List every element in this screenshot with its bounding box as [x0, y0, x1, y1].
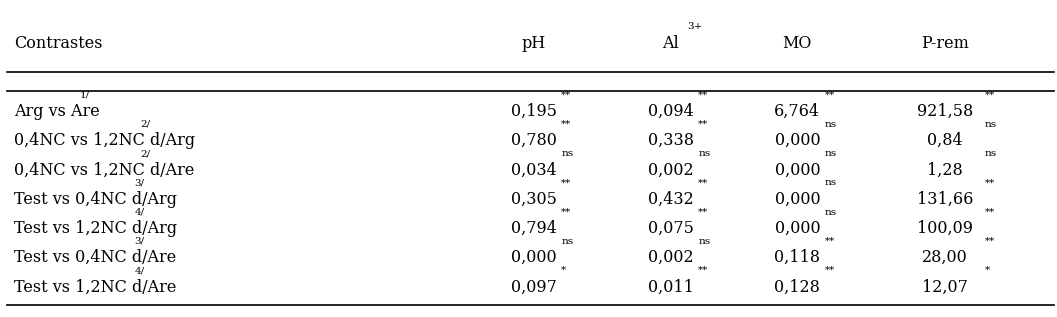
Text: pH: pH	[522, 35, 545, 52]
Text: MO: MO	[782, 35, 812, 52]
Text: 0,097: 0,097	[511, 279, 557, 295]
Text: ns: ns	[824, 120, 837, 129]
Text: 0,305: 0,305	[511, 191, 557, 208]
Text: **: **	[561, 178, 572, 187]
Text: ns: ns	[699, 237, 710, 246]
Text: **: **	[561, 120, 572, 129]
Text: 0,075: 0,075	[648, 220, 693, 237]
Text: **: **	[699, 208, 708, 217]
Text: 28,00: 28,00	[922, 249, 968, 266]
Text: 12,07: 12,07	[922, 279, 968, 295]
Text: Test vs 0,4NC d/Arg: Test vs 0,4NC d/Arg	[14, 191, 177, 208]
Text: P-rem: P-rem	[921, 35, 969, 52]
Text: **: **	[824, 91, 835, 100]
Text: **: **	[985, 91, 996, 100]
Text: 3+: 3+	[688, 22, 703, 31]
Text: 921,58: 921,58	[916, 103, 973, 120]
Text: 131,66: 131,66	[916, 191, 973, 208]
Text: 2/: 2/	[141, 149, 151, 158]
Text: 0,780: 0,780	[511, 132, 557, 149]
Text: *: *	[985, 266, 990, 275]
Text: 0,000: 0,000	[511, 249, 557, 266]
Text: **: **	[699, 120, 708, 129]
Text: 0,4NC vs 1,2NC d/Arg: 0,4NC vs 1,2NC d/Arg	[14, 132, 196, 149]
Text: Test vs 0,4NC d/Are: Test vs 0,4NC d/Are	[14, 249, 177, 266]
Text: ns: ns	[561, 237, 573, 246]
Text: 1,28: 1,28	[927, 161, 963, 178]
Text: 3/: 3/	[134, 237, 145, 246]
Text: 4/: 4/	[134, 266, 145, 275]
Text: 100,09: 100,09	[916, 220, 972, 237]
Text: **: **	[561, 208, 572, 217]
Text: **: **	[824, 266, 835, 275]
Text: 0,118: 0,118	[775, 249, 820, 266]
Text: ns: ns	[824, 178, 837, 187]
Text: ns: ns	[824, 208, 837, 217]
Text: **: **	[561, 91, 572, 100]
Text: 0,432: 0,432	[648, 191, 693, 208]
Text: 0,000: 0,000	[775, 161, 820, 178]
Text: ns: ns	[699, 149, 710, 158]
Text: Test vs 1,2NC d/Are: Test vs 1,2NC d/Are	[14, 279, 177, 295]
Text: ns: ns	[985, 149, 997, 158]
Text: 0,338: 0,338	[648, 132, 693, 149]
Text: 6,764: 6,764	[775, 103, 820, 120]
Text: 0,094: 0,094	[648, 103, 693, 120]
Text: **: **	[824, 237, 835, 246]
Text: Contrastes: Contrastes	[14, 35, 103, 52]
Text: 4/: 4/	[134, 208, 145, 217]
Text: 3/: 3/	[134, 178, 145, 187]
Text: **: **	[699, 91, 708, 100]
Text: 2/: 2/	[141, 120, 151, 129]
Text: ns: ns	[985, 120, 997, 129]
Text: 0,000: 0,000	[775, 191, 820, 208]
Text: Arg vs Are: Arg vs Are	[14, 103, 99, 120]
Text: 1/: 1/	[79, 91, 90, 100]
Text: Test vs 1,2NC d/Arg: Test vs 1,2NC d/Arg	[14, 220, 178, 237]
Text: 0,794: 0,794	[511, 220, 557, 237]
Text: **: **	[985, 208, 996, 217]
Text: **: **	[985, 178, 996, 187]
Text: Al: Al	[663, 35, 680, 52]
Text: 0,195: 0,195	[511, 103, 557, 120]
Text: 0,000: 0,000	[775, 132, 820, 149]
Text: 0,011: 0,011	[648, 279, 693, 295]
Text: **: **	[699, 178, 708, 187]
Text: ns: ns	[561, 149, 573, 158]
Text: 0,128: 0,128	[775, 279, 820, 295]
Text: ns: ns	[824, 149, 837, 158]
Text: 0,002: 0,002	[648, 249, 693, 266]
Text: 0,034: 0,034	[511, 161, 557, 178]
Text: 0,000: 0,000	[775, 220, 820, 237]
Text: 0,84: 0,84	[927, 132, 963, 149]
Text: 0,002: 0,002	[648, 161, 693, 178]
Text: **: **	[985, 237, 996, 246]
Text: **: **	[699, 266, 708, 275]
Text: *: *	[561, 266, 567, 275]
Text: 0,4NC vs 1,2NC d/Are: 0,4NC vs 1,2NC d/Are	[14, 161, 194, 178]
